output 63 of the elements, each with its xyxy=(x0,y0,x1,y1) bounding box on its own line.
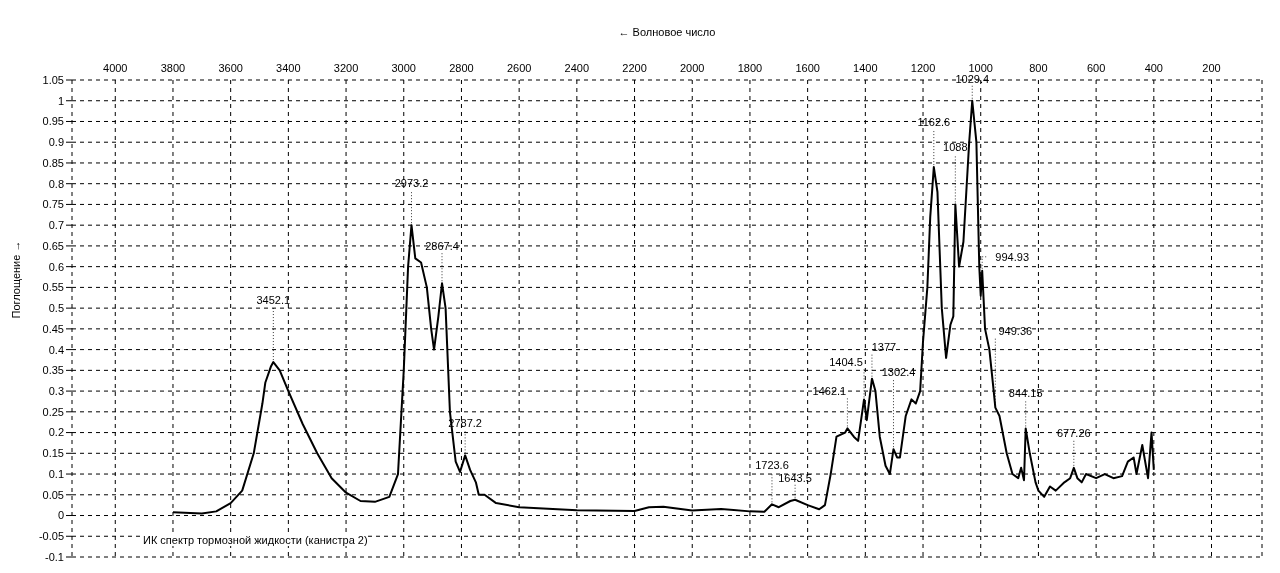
annotation: 1404.5 xyxy=(829,356,863,369)
annotation: 1302.4 xyxy=(881,366,916,379)
y-tick-label: 0.8 xyxy=(48,177,64,190)
y-tick-label: 0.7 xyxy=(48,219,64,232)
y-tick-label: 0.1 xyxy=(48,467,64,480)
x-tick-label: 1000 xyxy=(968,62,993,74)
y-tick-label: 0.25 xyxy=(42,405,64,418)
annotation: 677.26 xyxy=(1057,426,1091,439)
x-tick-label: 2200 xyxy=(622,62,647,74)
y-tick-label: 0.15 xyxy=(42,447,64,460)
annotation: 1162.6 xyxy=(917,116,951,129)
x-tick-label: 1400 xyxy=(853,62,878,74)
y-tick-label: 0 xyxy=(57,509,64,522)
y-tick-label: 0.65 xyxy=(42,239,64,252)
annotation: 1723.6 xyxy=(755,459,789,472)
x-tick-label: 2400 xyxy=(564,62,590,74)
y-tick-label: 0.95 xyxy=(42,115,64,128)
x-tick-label: 3400 xyxy=(276,62,301,74)
annotation: 3452.1 xyxy=(256,294,291,307)
y-tick-label: 1.05 xyxy=(42,73,64,86)
y-tick-label: -0.1 xyxy=(45,550,64,563)
x-axis-title: ← Волновое число xyxy=(618,26,716,38)
x-tick-label: 4000 xyxy=(103,62,128,74)
y-tick-label: 0.45 xyxy=(42,322,64,335)
x-tick-label: 1200 xyxy=(910,62,936,74)
y-tick-label: 0.35 xyxy=(42,364,64,377)
annotation: 2973.2 xyxy=(394,177,429,190)
y-tick-label: 0.2 xyxy=(48,426,64,439)
x-tick-label: 3000 xyxy=(391,62,416,74)
y-tick-label: 0.5 xyxy=(48,302,64,315)
y-tick-label: 0.85 xyxy=(42,156,64,169)
annotation: 994.93 xyxy=(995,250,1030,263)
y-axis-title: Поглощение → xyxy=(9,240,22,319)
y-tick-label: 0.3 xyxy=(48,384,64,397)
y-tick-label: -0.05 xyxy=(38,530,64,543)
x-tick-label: 400 xyxy=(1144,62,1163,74)
annotation: 1462.1 xyxy=(812,385,847,398)
x-tick-label: 800 xyxy=(1029,62,1048,74)
x-tick-label: 2000 xyxy=(680,62,705,74)
y-tick-label: 1 xyxy=(57,94,64,107)
x-tick-label: 2600 xyxy=(506,62,532,74)
x-tick-label: 3200 xyxy=(333,62,359,74)
annotation: 949.36 xyxy=(998,324,1033,337)
x-tick-label: 1600 xyxy=(795,62,820,74)
x-tick-label: 3600 xyxy=(218,62,243,74)
y-tick-label: 0.05 xyxy=(42,488,64,501)
annotation: 1643.5 xyxy=(778,471,812,484)
x-tick-label: 200 xyxy=(1202,62,1221,74)
x-tick-label: 600 xyxy=(1086,62,1106,74)
y-tick-label: 0.9 xyxy=(48,136,64,149)
y-tick-label: 0.55 xyxy=(42,281,64,294)
y-tick-label: 0.75 xyxy=(42,198,64,211)
annotation: 844.15 xyxy=(1008,387,1043,400)
annotation: 1088 xyxy=(943,141,968,154)
y-tick-label: 0.4 xyxy=(48,343,64,356)
annotation: 2867.4 xyxy=(425,240,459,253)
annotation: 1377 xyxy=(871,340,897,353)
x-tick-label: 1800 xyxy=(737,62,763,74)
annotation: 1029.4 xyxy=(955,72,990,85)
x-tick-label: 2800 xyxy=(449,62,474,74)
y-tick-label: 0.6 xyxy=(48,260,64,273)
annotation: ИК спектр тормозной жидкости (канистра 2) xyxy=(143,534,368,546)
x-tick-label: 3800 xyxy=(160,62,186,74)
